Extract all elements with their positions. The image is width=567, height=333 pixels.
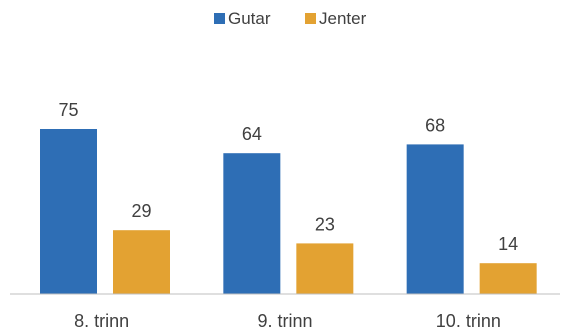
bar-2-0 <box>406 144 464 294</box>
data-label-0-0: 75 <box>58 100 78 120</box>
legend-swatch-0 <box>214 13 225 24</box>
data-label-0-1: 29 <box>131 201 151 221</box>
legend-label-1: Jenter <box>319 9 367 28</box>
tick-label-1: 9. trinn <box>257 311 312 331</box>
legend: Gutar Jenter <box>214 9 367 28</box>
x-axis-tick-labels: 8. trinn 9. trinn 10. trinn <box>74 311 501 331</box>
legend-swatch-1 <box>305 13 316 24</box>
data-label-1-1: 23 <box>315 214 335 234</box>
bar-2-1 <box>479 263 537 294</box>
bar-0-1 <box>113 230 170 294</box>
tick-label-0: 8. trinn <box>74 311 129 331</box>
bar-0-0 <box>40 129 97 294</box>
bar-1-1 <box>296 243 354 294</box>
data-label-1-0: 64 <box>242 124 262 144</box>
legend-label-0: Gutar <box>228 9 271 28</box>
data-label-2-1: 14 <box>498 234 518 254</box>
bars: 75 29 64 23 68 14 <box>40 100 537 294</box>
tick-label-2: 10. trinn <box>436 311 501 331</box>
data-label-2-0: 68 <box>425 115 445 135</box>
bar-1-0 <box>223 153 281 294</box>
